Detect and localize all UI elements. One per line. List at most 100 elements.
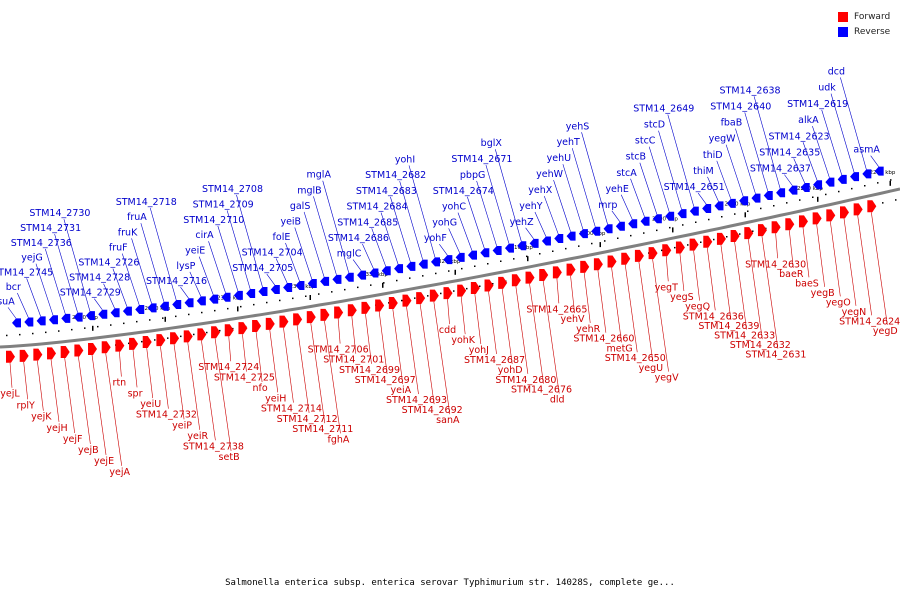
leader-line <box>648 146 670 212</box>
leader-line <box>310 323 326 424</box>
reverse-gene-label: STM14_2705 <box>232 263 293 274</box>
leader-line <box>408 165 436 258</box>
forward-gene-arrow <box>498 276 508 289</box>
forward-gene-arrow <box>224 324 234 337</box>
leader-line <box>173 344 185 420</box>
tick-dot <box>305 295 307 297</box>
leader-line <box>460 296 466 335</box>
forward-gene-arrow <box>429 289 439 302</box>
reverse-gene-arrow <box>135 305 145 315</box>
tick-dot <box>58 330 60 332</box>
tick-dot <box>687 244 689 246</box>
reverse-gene-arrow <box>12 318 21 328</box>
forward-gene-label: nfo <box>253 383 268 394</box>
forward-gene-label: STM14_2699 <box>339 365 400 376</box>
forward-gene-label: yejF <box>63 434 83 445</box>
backbone-line <box>0 187 900 349</box>
reverse-gene-label: fruF <box>109 243 128 254</box>
scale-tick <box>672 227 674 233</box>
tick-dot <box>188 313 190 316</box>
legend-reverse-label: Reverse <box>854 26 891 37</box>
leader-line <box>515 286 529 374</box>
reverse-gene-label: yehY <box>519 201 542 212</box>
reverse-gene-label: STM14_2651 <box>664 182 725 193</box>
tick-dot <box>695 221 697 223</box>
tick-dot <box>292 297 294 300</box>
reverse-gene-arrow <box>122 306 132 316</box>
leader-line <box>64 357 75 434</box>
forward-gene-label: STM14_2697 <box>355 375 416 386</box>
reverse-gene-arrow <box>591 226 601 236</box>
forward-gene-arrow <box>484 279 494 292</box>
scale-ticks <box>6 179 897 357</box>
forward-gene-label: STM14_2680 <box>495 375 556 386</box>
forward-gene-arrow <box>511 274 521 287</box>
tick-dot <box>890 179 892 181</box>
leader-line <box>37 360 44 411</box>
forward-gene-arrow <box>593 258 603 271</box>
leader-line <box>706 247 716 311</box>
leader-line <box>132 349 138 388</box>
leader-line <box>380 212 399 265</box>
reverse-gene-label: pbpG <box>460 170 485 181</box>
scale-tick <box>164 316 166 322</box>
reverse-gene-label: mglA <box>307 170 332 181</box>
reverse-gene-label: yeiE <box>185 246 205 257</box>
tick-dot <box>674 246 676 249</box>
leader-line <box>208 241 226 293</box>
tick-dot <box>864 185 866 187</box>
leader-line <box>652 259 669 372</box>
reverse-gene-arrow <box>184 298 194 308</box>
tick-dot <box>32 332 34 335</box>
scale-tick <box>744 212 746 218</box>
leader-line <box>294 227 313 280</box>
leader-line <box>843 218 857 306</box>
leader-line <box>784 174 793 186</box>
reverse-gene-label: STM14_2635 <box>759 147 820 158</box>
leader-line <box>362 243 374 269</box>
leader-line <box>583 272 591 323</box>
reverse-gene-label: STM14_2728 <box>69 273 130 284</box>
forward-gene-arrow <box>170 332 180 345</box>
leader-line <box>830 221 841 297</box>
tick-dot <box>739 233 741 235</box>
leader-line <box>667 114 695 207</box>
leader-line <box>50 359 60 422</box>
tick-dot <box>700 241 702 243</box>
scale-tick <box>889 180 891 186</box>
tick-dot <box>604 240 606 242</box>
leader-line <box>214 338 232 451</box>
tick-dot <box>661 249 663 252</box>
reverse-gene-arrow <box>418 259 428 269</box>
label-leader-lines <box>7 77 888 466</box>
forward-gene-arrow <box>621 252 631 265</box>
forward-gene-arrow <box>402 294 412 307</box>
reverse-gene-arrow <box>431 257 441 267</box>
forward-gene-arrow <box>115 339 125 352</box>
legend: Forward Reverse <box>838 9 890 39</box>
forward-gene-arrow <box>388 297 398 310</box>
leader-line <box>228 336 232 362</box>
reverse-gene-label: yehZ <box>510 217 534 228</box>
tick-dot <box>713 238 715 241</box>
tick-dot <box>656 229 658 232</box>
forward-gene-arrow <box>183 330 193 343</box>
forward-gene-label: STM14_2724 <box>198 362 259 373</box>
reverse-gene-label: rsuA <box>0 296 15 307</box>
forward-gene-label: STM14_2738 <box>183 441 244 452</box>
reverse-gene-label: STM14_2710 <box>183 215 244 226</box>
leader-line <box>180 287 189 299</box>
reverse-gene-arrow <box>172 299 182 309</box>
reverse-gene-arrow <box>800 182 810 192</box>
reverse-gene-arrow <box>677 209 687 219</box>
leader-line <box>17 292 29 318</box>
leader-line <box>91 354 107 455</box>
tick-dot <box>128 342 130 345</box>
leader-line <box>140 223 165 302</box>
forward-gene-label: yejL <box>0 389 20 400</box>
forward-gene-arrow <box>539 268 549 281</box>
forward-gene-arrow <box>716 232 726 245</box>
reverse-gene-arrow <box>369 268 379 278</box>
reverse-gene-arrow <box>850 172 860 182</box>
tick-dot <box>414 297 416 299</box>
